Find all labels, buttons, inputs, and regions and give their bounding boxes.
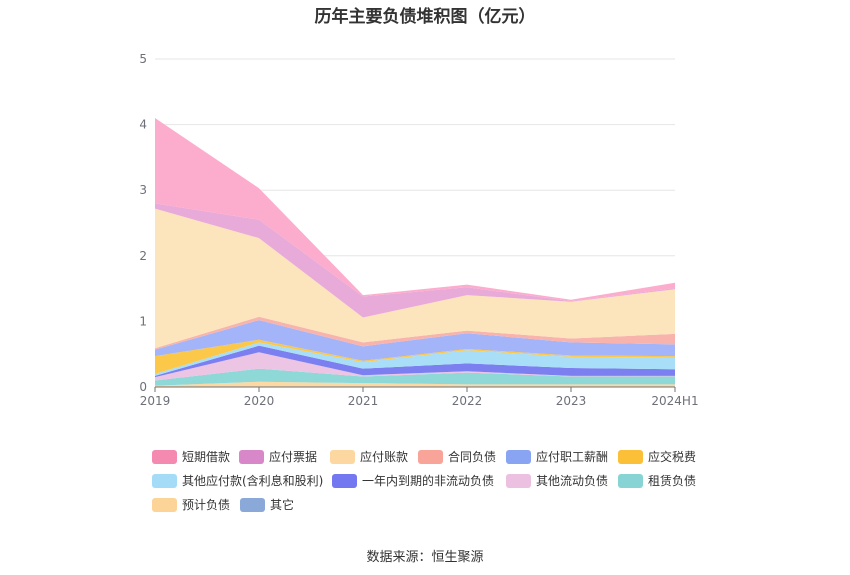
area-series xyxy=(155,342,675,376)
area-series xyxy=(155,381,675,387)
legend-item[interactable]: 租赁负债 xyxy=(618,472,696,489)
y-tick-label: 4 xyxy=(139,118,147,132)
legend-swatch xyxy=(152,449,177,464)
legend-swatch xyxy=(332,473,357,488)
legend-swatch xyxy=(618,473,643,488)
legend-swatch xyxy=(240,497,265,512)
legend-label: 其他应付款(含利息和股利) xyxy=(182,474,324,488)
area-series xyxy=(155,368,675,386)
y-tick-label: 5 xyxy=(139,52,147,66)
y-tick-label: 3 xyxy=(139,183,147,197)
x-tick-label: 2022 xyxy=(452,394,483,408)
chart-title: 历年主要负债堆积图（亿元） xyxy=(314,7,536,27)
legend-item[interactable]: 合同负债 xyxy=(418,448,496,465)
area-series xyxy=(155,352,675,381)
legend-label: 其他流动负债 xyxy=(536,474,609,488)
y-tick-label: 0 xyxy=(139,380,147,394)
legend-label: 应付票据 xyxy=(269,450,318,464)
legend-swatch xyxy=(418,449,443,464)
legend-label: 应付账款 xyxy=(360,450,409,464)
legend-swatch xyxy=(239,449,264,464)
legend-label: 应付职工薪酬 xyxy=(536,450,609,464)
legend-item[interactable]: 短期借款 xyxy=(152,448,230,465)
legend-item[interactable]: 其他流动负债 xyxy=(506,472,608,489)
legend-item[interactable]: 其他应付款(含利息和股利) xyxy=(152,472,323,489)
y-tick-label: 2 xyxy=(139,249,147,263)
legend-label: 应交税费 xyxy=(648,450,697,464)
legend-label: 短期借款 xyxy=(182,450,231,464)
legend-swatch xyxy=(330,449,355,464)
legend-item[interactable]: 应交税费 xyxy=(618,448,696,465)
x-tick-label: 2019 xyxy=(140,394,171,408)
area-series xyxy=(155,118,675,302)
legend-swatch xyxy=(152,497,177,512)
x-tick-label: 2023 xyxy=(556,394,587,408)
area-series xyxy=(155,339,675,374)
data-source-note: 数据来源：恒生聚源 xyxy=(366,550,484,565)
x-tick-label: 2021 xyxy=(348,394,379,408)
area-series xyxy=(155,203,675,318)
x-tick-label: 2020 xyxy=(244,394,275,408)
area-series xyxy=(155,208,675,349)
x-tick-label: 2024H1 xyxy=(651,394,698,408)
legend-swatch xyxy=(506,449,531,464)
legend-swatch xyxy=(618,449,643,464)
stacked-area-chart: 0 1 2 3 4 5 2019 2020 2021 2022 2023 2024H1 xyxy=(139,52,698,408)
legend-item[interactable]: 应付职工薪酬 xyxy=(506,448,608,465)
area-series xyxy=(155,320,675,361)
legend-swatch xyxy=(152,473,177,488)
legend-label: 合同负债 xyxy=(448,450,497,464)
legend-label: 其它 xyxy=(270,498,295,512)
legend-item[interactable]: 其它 xyxy=(240,496,294,513)
legend-item[interactable]: 应付票据 xyxy=(239,448,317,465)
legend-label: 预计负债 xyxy=(182,498,231,512)
legend-item[interactable]: 应付账款 xyxy=(330,448,408,465)
y-tick-label: 1 xyxy=(139,314,147,328)
legend-label: 租赁负债 xyxy=(648,474,697,488)
area-series xyxy=(155,345,675,378)
area-series xyxy=(155,316,675,350)
legend-swatch xyxy=(506,473,531,488)
legend-item[interactable]: 预计负债 xyxy=(152,496,230,513)
legend-label: 一年内到期的非流动负债 xyxy=(362,474,495,488)
legend-item[interactable]: 一年内到期的非流动负债 xyxy=(332,472,494,489)
